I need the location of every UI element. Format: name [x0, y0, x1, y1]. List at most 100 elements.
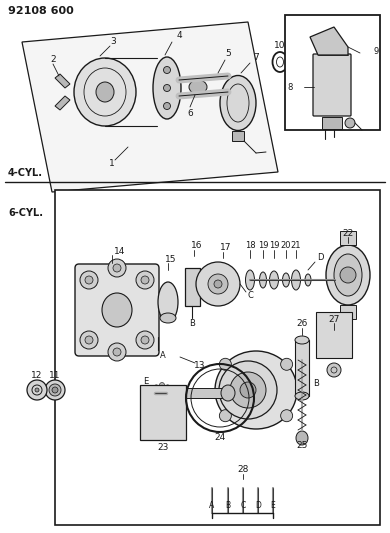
Text: 23: 23 — [157, 442, 169, 451]
Bar — [340, 231, 356, 245]
Polygon shape — [22, 22, 278, 192]
Text: 28: 28 — [237, 465, 249, 474]
Text: 3: 3 — [110, 37, 116, 46]
Circle shape — [108, 259, 126, 277]
Circle shape — [136, 271, 154, 289]
Ellipse shape — [269, 271, 278, 289]
Text: 15: 15 — [165, 254, 177, 263]
Circle shape — [214, 280, 222, 288]
Circle shape — [85, 276, 93, 284]
Circle shape — [167, 391, 172, 395]
Circle shape — [151, 391, 156, 395]
Circle shape — [45, 380, 65, 400]
Ellipse shape — [282, 273, 289, 287]
Circle shape — [156, 387, 168, 399]
Circle shape — [219, 410, 231, 422]
Circle shape — [281, 410, 292, 422]
Circle shape — [141, 336, 149, 344]
Text: 17: 17 — [220, 244, 232, 253]
Text: B: B — [225, 502, 230, 511]
Ellipse shape — [189, 80, 207, 94]
Bar — [322, 117, 342, 129]
Text: 19: 19 — [258, 241, 268, 251]
Circle shape — [219, 358, 231, 370]
Text: 1: 1 — [109, 158, 115, 167]
Ellipse shape — [219, 361, 277, 419]
Ellipse shape — [259, 272, 266, 288]
Text: 7: 7 — [253, 52, 259, 61]
Circle shape — [196, 262, 240, 306]
Circle shape — [345, 118, 355, 128]
Text: 13: 13 — [194, 360, 206, 369]
Circle shape — [27, 380, 47, 400]
Circle shape — [141, 386, 155, 400]
FancyBboxPatch shape — [75, 264, 159, 356]
Text: 92108 600: 92108 600 — [8, 6, 74, 16]
Ellipse shape — [334, 254, 362, 296]
Text: 10: 10 — [274, 41, 286, 50]
Text: 6: 6 — [187, 109, 193, 117]
Polygon shape — [310, 27, 348, 55]
Ellipse shape — [326, 245, 370, 305]
Ellipse shape — [96, 82, 114, 102]
Ellipse shape — [153, 57, 181, 119]
Text: 11: 11 — [49, 370, 61, 379]
Circle shape — [136, 331, 154, 349]
Ellipse shape — [291, 270, 301, 290]
Text: E: E — [144, 376, 149, 385]
Bar — [168, 388, 228, 398]
Text: 16: 16 — [191, 241, 203, 251]
Ellipse shape — [221, 385, 235, 401]
Ellipse shape — [305, 274, 311, 286]
Text: 12: 12 — [31, 370, 43, 379]
Text: 20: 20 — [281, 241, 291, 251]
FancyBboxPatch shape — [313, 54, 351, 116]
Text: 14: 14 — [114, 246, 126, 255]
Circle shape — [208, 274, 228, 294]
Ellipse shape — [296, 431, 308, 445]
Circle shape — [230, 372, 266, 408]
Bar — [316, 312, 352, 358]
Circle shape — [163, 67, 170, 74]
Text: 2: 2 — [50, 54, 56, 63]
Circle shape — [163, 102, 170, 109]
Text: C: C — [247, 292, 253, 301]
Ellipse shape — [220, 76, 256, 131]
Text: 21: 21 — [291, 241, 301, 251]
Text: 4-CYL.: 4-CYL. — [8, 168, 43, 178]
Ellipse shape — [158, 282, 178, 322]
Text: 18: 18 — [245, 241, 255, 251]
Text: A: A — [160, 351, 166, 360]
Text: 4: 4 — [176, 31, 182, 41]
Text: 25: 25 — [296, 441, 308, 450]
Text: A: A — [209, 502, 214, 511]
Circle shape — [240, 382, 256, 398]
Circle shape — [165, 396, 170, 401]
Ellipse shape — [295, 336, 309, 344]
Bar — [185, 268, 200, 306]
Text: B: B — [189, 319, 195, 327]
Circle shape — [327, 363, 341, 377]
Ellipse shape — [245, 270, 255, 290]
Circle shape — [108, 343, 126, 361]
Circle shape — [154, 396, 159, 401]
Text: 22: 22 — [342, 229, 354, 238]
Bar — [295, 340, 309, 396]
Circle shape — [340, 267, 356, 283]
Text: 19: 19 — [269, 241, 279, 251]
Ellipse shape — [160, 313, 176, 323]
Circle shape — [165, 385, 170, 390]
Text: 5: 5 — [225, 50, 231, 59]
Ellipse shape — [295, 392, 309, 400]
Circle shape — [85, 336, 93, 344]
Bar — [55, 190, 380, 525]
Text: 26: 26 — [296, 319, 308, 328]
Circle shape — [35, 388, 39, 392]
Text: 27: 27 — [328, 314, 340, 324]
Circle shape — [281, 358, 292, 370]
Polygon shape — [232, 131, 244, 141]
Bar — [340, 305, 356, 319]
Circle shape — [154, 385, 159, 390]
Bar — [285, 15, 380, 130]
Text: C: C — [240, 502, 246, 511]
